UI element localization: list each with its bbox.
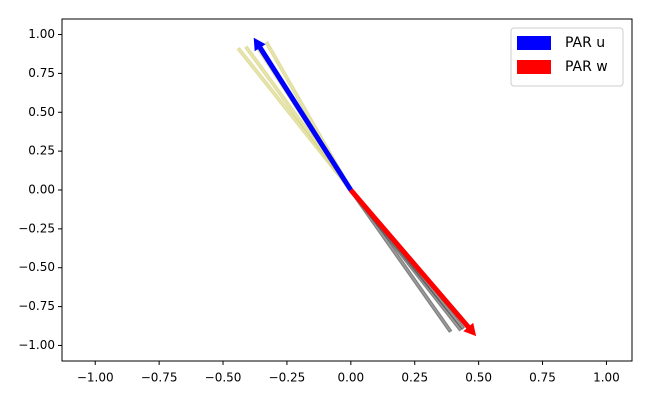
legend-label: PAR w [565,59,608,75]
x-tick-label: −0.50 [205,371,242,385]
legend-swatch [517,36,551,50]
y-tick-label: 0.00 [28,183,55,197]
x-tick-label: 0.50 [465,371,492,385]
legend-label: PAR u [565,35,605,51]
y-tick-label: −1.00 [18,338,55,352]
y-tick-label: 1.00 [28,27,55,41]
y-tick-label: 0.25 [28,144,55,158]
y-tick-label: −0.25 [18,221,55,235]
x-tick-label: −0.25 [269,371,306,385]
x-tick-label: 0.75 [529,371,556,385]
x-tick-label: 0.25 [401,371,428,385]
y-tick-label: −0.75 [18,299,55,313]
x-tick-label: −1.00 [77,371,114,385]
arrow [253,37,353,192]
legend-swatch [517,60,551,74]
x-tick-label: 0.00 [337,371,364,385]
arrow [348,188,477,337]
x-tick-label: −0.75 [141,371,178,385]
y-tick-label: 0.75 [28,66,55,80]
y-tick-label: 0.50 [28,105,55,119]
y-tick-label: −0.50 [18,260,55,274]
x-tick-label: 1.00 [593,371,620,385]
